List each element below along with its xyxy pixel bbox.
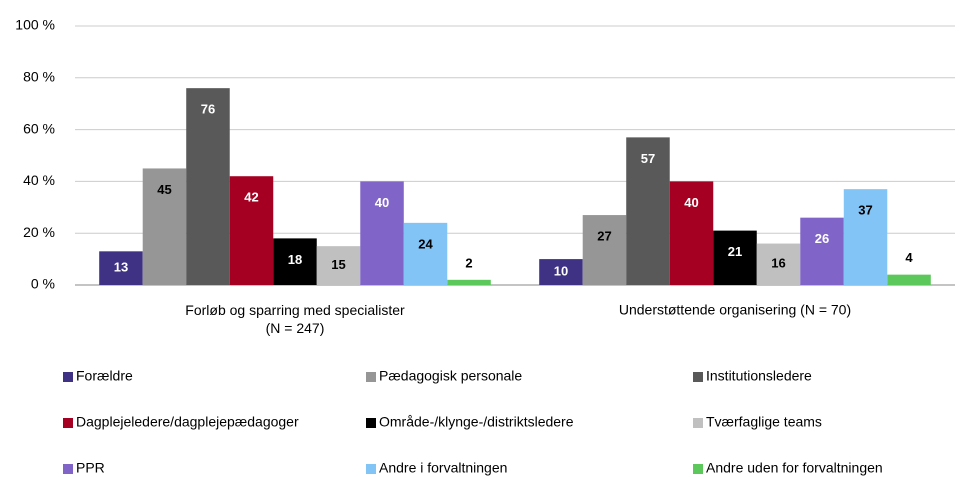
bar (887, 274, 931, 285)
y-tick-label: 100 % (15, 17, 55, 33)
legend-label: Andre uden for forvaltningen (706, 460, 883, 476)
legend-swatch (366, 418, 376, 428)
value-label: 10 (554, 263, 568, 278)
bar (539, 259, 583, 285)
value-label: 57 (641, 151, 655, 166)
value-label: 37 (858, 203, 872, 218)
legend-swatch (693, 372, 703, 382)
value-label: 27 (597, 229, 611, 244)
bar (582, 215, 627, 285)
bar (273, 238, 317, 285)
bar (713, 230, 757, 285)
x-tick-label: Understøttende organisering (N = 70) (619, 302, 851, 318)
bar (360, 181, 404, 285)
value-label: 4 (905, 250, 913, 265)
legend-label: Dagplejeledere/dagplejepædagoger (76, 414, 299, 430)
bar (447, 279, 491, 285)
legend-label: Område-/klynge-/distriktsledere (379, 414, 574, 430)
legend-swatch (63, 418, 73, 428)
bar (99, 251, 143, 285)
bar (800, 217, 844, 285)
bar (403, 222, 448, 285)
legend-label: Forældre (76, 368, 133, 384)
bar (843, 189, 888, 285)
x-tick-label: Forløb og sparring med specialister (N = … (185, 302, 405, 336)
bar (669, 181, 714, 285)
bar (229, 176, 274, 285)
bar (316, 246, 361, 285)
value-label: 21 (728, 244, 742, 259)
y-tick-label: 60 % (23, 120, 55, 136)
value-label: 13 (114, 260, 128, 275)
legend-swatch (366, 372, 376, 382)
value-label: 76 (201, 102, 215, 117)
value-label: 24 (418, 236, 433, 251)
value-label: 40 (684, 195, 698, 210)
legend-label: Andre i forvaltningen (379, 460, 507, 476)
legend-label: Pædagogisk personale (379, 368, 522, 384)
y-tick-label: 40 % (23, 172, 55, 188)
legend-label: Institutionsledere (706, 368, 812, 384)
y-tick-label: 80 % (23, 69, 55, 85)
legend-swatch (693, 464, 703, 474)
legend-swatch (693, 418, 703, 428)
legend-label: Tværfaglige teams (706, 414, 822, 430)
value-label: 15 (331, 257, 345, 272)
value-label: 45 (157, 182, 171, 197)
legend-swatch (63, 372, 73, 382)
y-tick-label: 20 % (23, 224, 55, 240)
value-label: 18 (288, 252, 302, 267)
value-label: 26 (815, 231, 829, 246)
y-tick-label: 0 % (31, 276, 55, 292)
legend-label: PPR (76, 460, 105, 476)
value-label: 40 (375, 195, 389, 210)
legend-swatch (63, 464, 73, 474)
legend-swatch (366, 464, 376, 474)
bar (186, 88, 230, 285)
value-label: 42 (244, 190, 258, 205)
bar (626, 137, 670, 285)
value-label: 16 (771, 256, 785, 271)
bar (142, 168, 187, 285)
value-label: 2 (465, 255, 472, 270)
bar (756, 243, 801, 285)
